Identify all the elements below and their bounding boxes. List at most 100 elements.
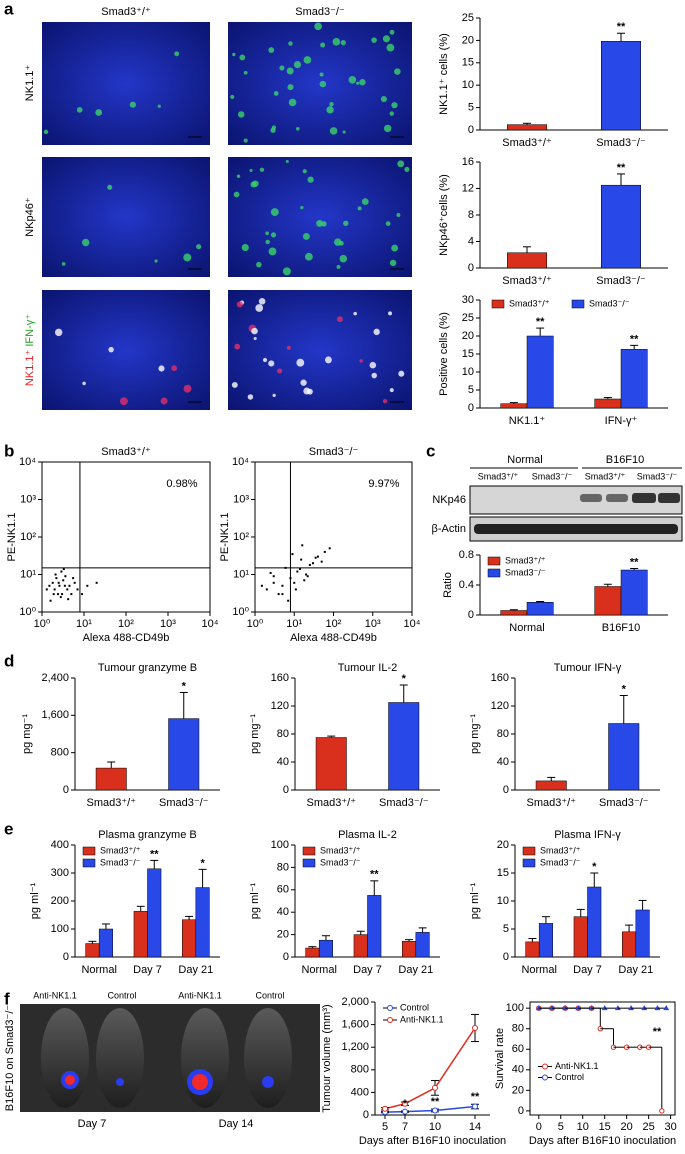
cell-stain [324,356,332,364]
y-tick-label: 20 [497,839,509,851]
x-tick-label: 0 [536,1121,542,1133]
row-label: NK1.1⁺ [24,65,36,102]
bar [620,349,648,409]
x-tick-label: Day 21 [618,964,653,976]
bar [601,184,641,269]
event-dot [57,581,60,584]
event-dot [52,593,55,596]
y-tick-label: 5 [468,384,474,396]
y-axis-label: Ratio [442,572,454,598]
y-tick-label: 20 [512,1084,524,1096]
y-tick-label: 60 [512,1043,524,1055]
point [472,1103,478,1110]
microscopy-grid [42,22,412,410]
significance: ** [370,869,379,881]
event-dot [60,570,63,573]
significance: * [622,683,627,695]
x-axis-label: Alexa 488-CD49b [83,632,170,644]
cell-stain [286,345,291,350]
lane-label: Control [255,990,284,1000]
bar [147,868,162,958]
y-axis-label: Positive cells (%) [438,312,450,396]
bar [507,124,547,131]
x-tick-label: B16F10 [602,622,641,634]
event-dot [323,550,326,553]
cell-stain [296,358,305,367]
cell-stain [329,127,338,135]
cell-stain [361,198,369,205]
legend-label: Control [400,1002,429,1012]
y-tick-label: 10¹ [20,568,36,580]
cell-stain [353,311,357,316]
cell-stain [373,328,380,336]
cell-stain [129,101,136,108]
x-tick-label: IFN-γ⁺ [605,415,638,427]
x-tick-label: Smad3⁻/⁻ [596,275,646,287]
x-tick-label: Smad3⁻/⁻ [159,797,209,809]
cell-stain [391,102,398,109]
y-axis-label: NKp46⁺cells (%) [438,174,450,256]
blot-lane: Smad3⁻/⁻ [637,471,678,481]
point [382,1105,388,1112]
cell-stain [268,360,275,367]
cell-stain [336,264,341,269]
event-dot [260,584,263,587]
x-tick-label: 10¹ [286,618,302,630]
band [658,493,680,503]
bar [594,398,622,409]
cell-stain [302,169,307,174]
cell-stain [259,167,265,172]
chart-title: Tumour IFN-γ [554,662,622,674]
blot-lane: Smad3⁻/⁻ [532,471,573,481]
legend-label: Smad3⁺/⁺ [320,845,361,855]
event-dot [284,566,287,569]
x-tick-label: 10² [326,618,342,630]
event-dot [293,581,296,584]
event-dot [81,593,84,596]
micrograph [42,157,210,277]
panel-label: b [4,441,14,460]
cell-stain [302,233,310,240]
significance: * [403,1098,408,1110]
significance: ** [471,1091,480,1103]
blot-row: β-Actin [432,523,466,535]
cell-stain [385,221,391,226]
cell-stain [303,387,311,395]
y-tick-label: 160 [491,672,509,684]
cell-stain [394,68,401,75]
event-dot [281,584,284,587]
cell-stain [336,316,343,323]
point [432,1107,438,1114]
mice [41,1008,292,1108]
cell-stain [329,101,334,107]
micrograph [42,290,210,410]
signal [192,1074,208,1090]
y-axis-label: NK1.1⁺ cells (%) [438,33,450,115]
y-tick-label: 160 [271,672,289,684]
event-dot [300,558,303,561]
cell-stain [356,81,360,85]
day-label: Day 7 [78,1118,107,1130]
x-tick-label: Day 7 [353,964,382,976]
x-tick-label: Day 21 [178,964,213,976]
cell-stain [386,43,395,52]
event-dot [55,577,58,580]
day-label: Day 14 [219,1118,254,1130]
x-tick-label: 10 [429,1121,441,1133]
cell-stain [391,244,399,252]
y-tick-label: 200 [51,895,69,907]
cell-stain [380,95,387,103]
event-dot [76,588,79,591]
chart-title: Tumour IL-2 [338,662,398,674]
blot-group: Normal [507,454,542,466]
x-tick-label: 30 [664,1121,676,1133]
panel-label: a [4,0,14,18]
column-label: Smad3⁺/⁺ [101,6,151,18]
chart-title: Plasma IFN-γ [554,829,621,841]
cell-stain [236,174,241,178]
cell-stain [108,346,114,353]
significance: ** [617,162,626,174]
y-tick-label: 120 [271,700,289,712]
x-tick-label: 7 [402,1121,408,1133]
series-line [384,1105,476,1113]
